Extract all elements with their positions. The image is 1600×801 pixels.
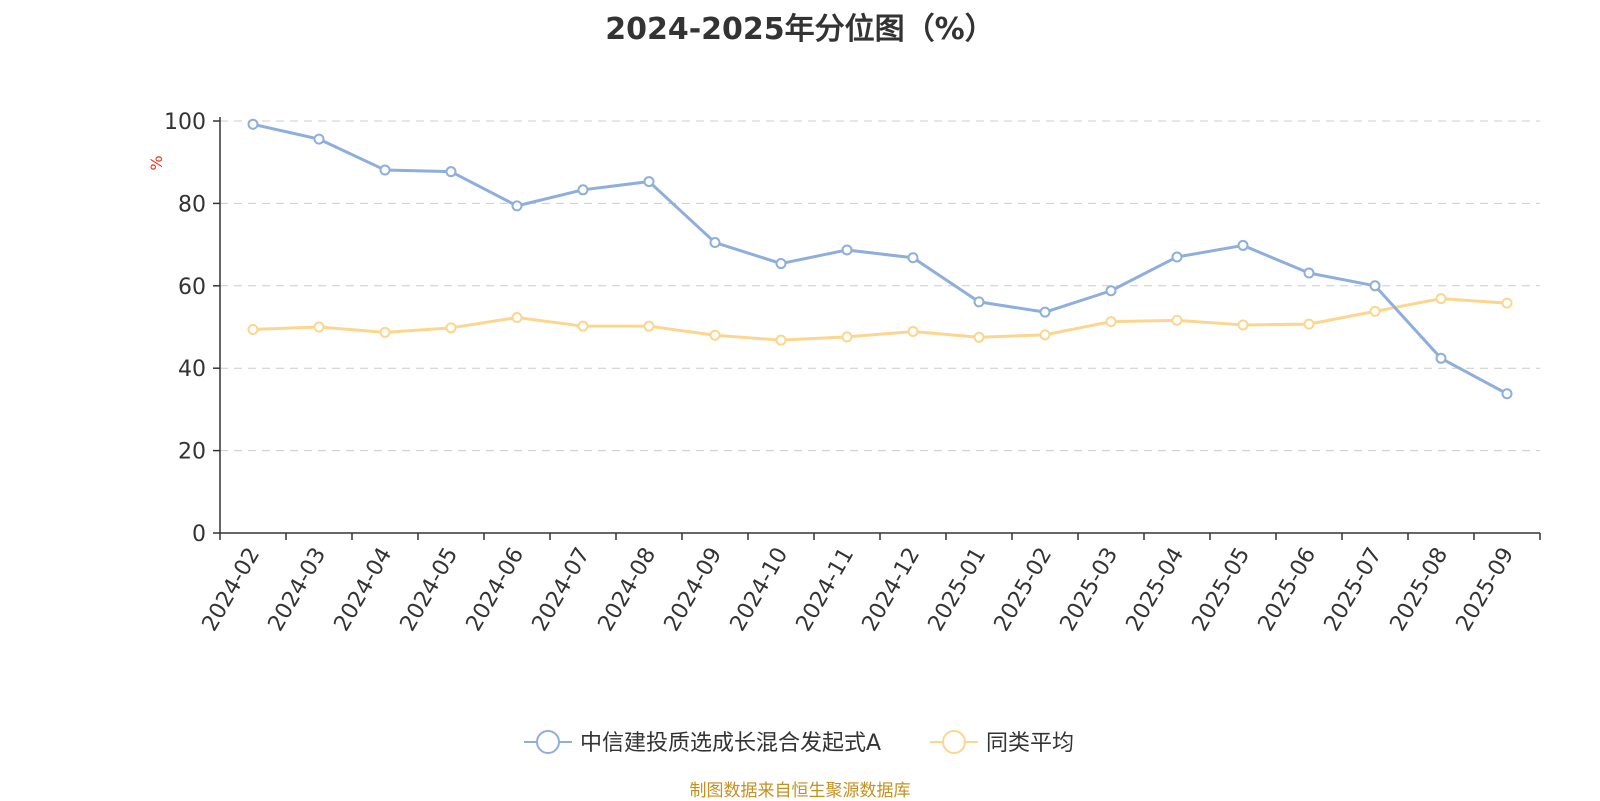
x-tick-label: 2024-10 — [726, 544, 794, 636]
y-tick-label: 40 — [178, 357, 206, 382]
x-tick-label: 2024-04 — [330, 544, 398, 636]
series-1-point — [841, 244, 853, 256]
legend-label-2: 同类平均 — [986, 731, 1074, 756]
series-2-point — [445, 322, 457, 334]
legend-label-1: 中信建投质选成长混合发起式A — [580, 731, 881, 756]
x-tick-label: 2024-09 — [660, 544, 728, 636]
series-2-point — [1039, 329, 1051, 341]
y-tick-label: 60 — [178, 275, 206, 300]
series-2-point — [907, 326, 919, 338]
series-2-point — [643, 320, 655, 332]
x-tick-label: 2024-02 — [198, 544, 266, 636]
series-1-point — [1039, 306, 1051, 318]
x-tick-label: 2025-01 — [924, 544, 992, 636]
series-2-point — [511, 312, 523, 324]
x-tick-label: 2024-11 — [792, 544, 860, 636]
x-tick-label: 2025-02 — [990, 544, 1058, 636]
legend-marker-2 — [942, 730, 966, 754]
y-tick-label: 100 — [164, 110, 206, 135]
series-1-point — [1237, 239, 1249, 251]
series-1-point — [775, 258, 787, 270]
series-2-point — [1105, 316, 1117, 328]
series-1-point — [1105, 285, 1117, 297]
axis-layer: 020406080100%2024-022024-032024-042024-0… — [147, 110, 1541, 636]
series-1-point — [1501, 388, 1513, 400]
x-tick-label: 2025-04 — [1122, 544, 1190, 636]
x-tick-label: 2025-09 — [1452, 544, 1520, 636]
x-tick-label: 2024-12 — [858, 544, 926, 636]
x-tick-label: 2024-08 — [594, 544, 662, 636]
series-2-point — [841, 331, 853, 343]
series-2-point — [577, 320, 589, 332]
series-line-1 — [252, 122, 1508, 396]
series-2-point — [775, 334, 787, 346]
series-1-point — [973, 296, 985, 308]
x-tick-label: 2024-06 — [462, 544, 530, 636]
series-1-point — [511, 200, 523, 212]
series-line-2 — [252, 297, 1508, 342]
series-2-point — [1501, 297, 1513, 309]
series-2-point — [379, 326, 391, 338]
y-axis-unit-label: % — [147, 155, 166, 170]
series-1-point — [445, 166, 457, 178]
series-2-point — [247, 323, 259, 335]
series-1-point — [379, 164, 391, 176]
x-tick-label: 2024-03 — [264, 544, 332, 636]
series-1-point — [313, 133, 325, 145]
series-layer — [247, 118, 1513, 400]
grid-layer — [220, 120, 1540, 452]
x-tick-label: 2025-06 — [1254, 544, 1322, 636]
series-1-point — [1369, 280, 1381, 292]
legend: 中信建投质选成长混合发起式A 同类平均 — [524, 730, 1074, 756]
series-2-point — [1237, 319, 1249, 331]
series-2-point — [1303, 318, 1315, 330]
series-1-point — [907, 252, 919, 264]
series-2-point — [1369, 305, 1381, 317]
y-tick-label: 0 — [192, 522, 206, 547]
series-2-point — [313, 321, 325, 333]
series-1-point — [643, 176, 655, 188]
x-tick-label: 2024-05 — [396, 544, 464, 636]
source-note: 制图数据来自恒生聚源数据库 — [689, 781, 911, 801]
series-2-point — [709, 329, 721, 341]
x-tick-label: 2025-08 — [1386, 544, 1454, 636]
series-1-point — [709, 237, 721, 249]
legend-marker-1 — [536, 730, 560, 754]
series-1-point — [1171, 251, 1183, 263]
series-2-point — [1435, 293, 1447, 305]
x-tick-label: 2025-03 — [1056, 544, 1124, 636]
series-1-point — [247, 118, 259, 130]
series-1-point — [1303, 267, 1315, 279]
y-tick-label: 80 — [178, 192, 206, 217]
y-tick-label: 20 — [178, 440, 206, 465]
series-2-point — [1171, 314, 1183, 326]
x-tick-label: 2024-07 — [528, 544, 596, 636]
chart-title: 2024-2025年分位图（%） — [605, 12, 995, 47]
x-tick-label: 2025-05 — [1188, 544, 1256, 636]
series-1-point — [577, 184, 589, 196]
x-tick-label: 2025-07 — [1320, 544, 1388, 636]
series-1-point — [1435, 352, 1447, 364]
series-2-point — [973, 331, 985, 343]
